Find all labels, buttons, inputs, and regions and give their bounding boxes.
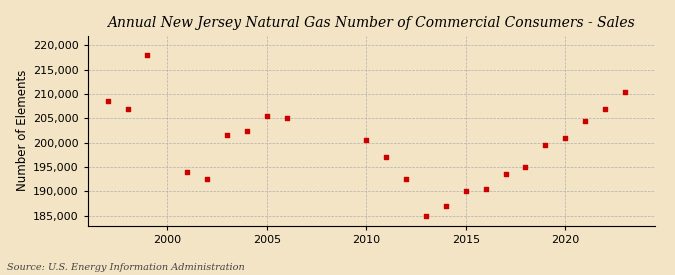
Point [281, 116, 292, 121]
Point [142, 53, 153, 57]
Point [381, 155, 392, 160]
Point [520, 165, 531, 169]
Point [580, 119, 591, 123]
Text: Source: U.S. Energy Information Administration: Source: U.S. Energy Information Administ… [7, 263, 244, 272]
Point [361, 138, 372, 142]
Point [540, 143, 551, 147]
Point [421, 214, 431, 218]
Point [620, 89, 630, 94]
Point [102, 99, 113, 104]
Point [202, 177, 213, 182]
Point [221, 133, 232, 138]
Point [242, 128, 252, 133]
Point [599, 106, 610, 111]
Point [480, 187, 491, 191]
Point [261, 114, 272, 118]
Point [460, 189, 471, 194]
Title: Annual New Jersey Natural Gas Number of Commercial Consumers - Sales: Annual New Jersey Natural Gas Number of … [107, 16, 635, 31]
Point [401, 177, 412, 182]
Point [560, 136, 570, 140]
Point [441, 204, 452, 208]
Point [182, 170, 192, 174]
Y-axis label: Number of Elements: Number of Elements [16, 70, 29, 191]
Point [500, 172, 511, 177]
Point [122, 106, 133, 111]
